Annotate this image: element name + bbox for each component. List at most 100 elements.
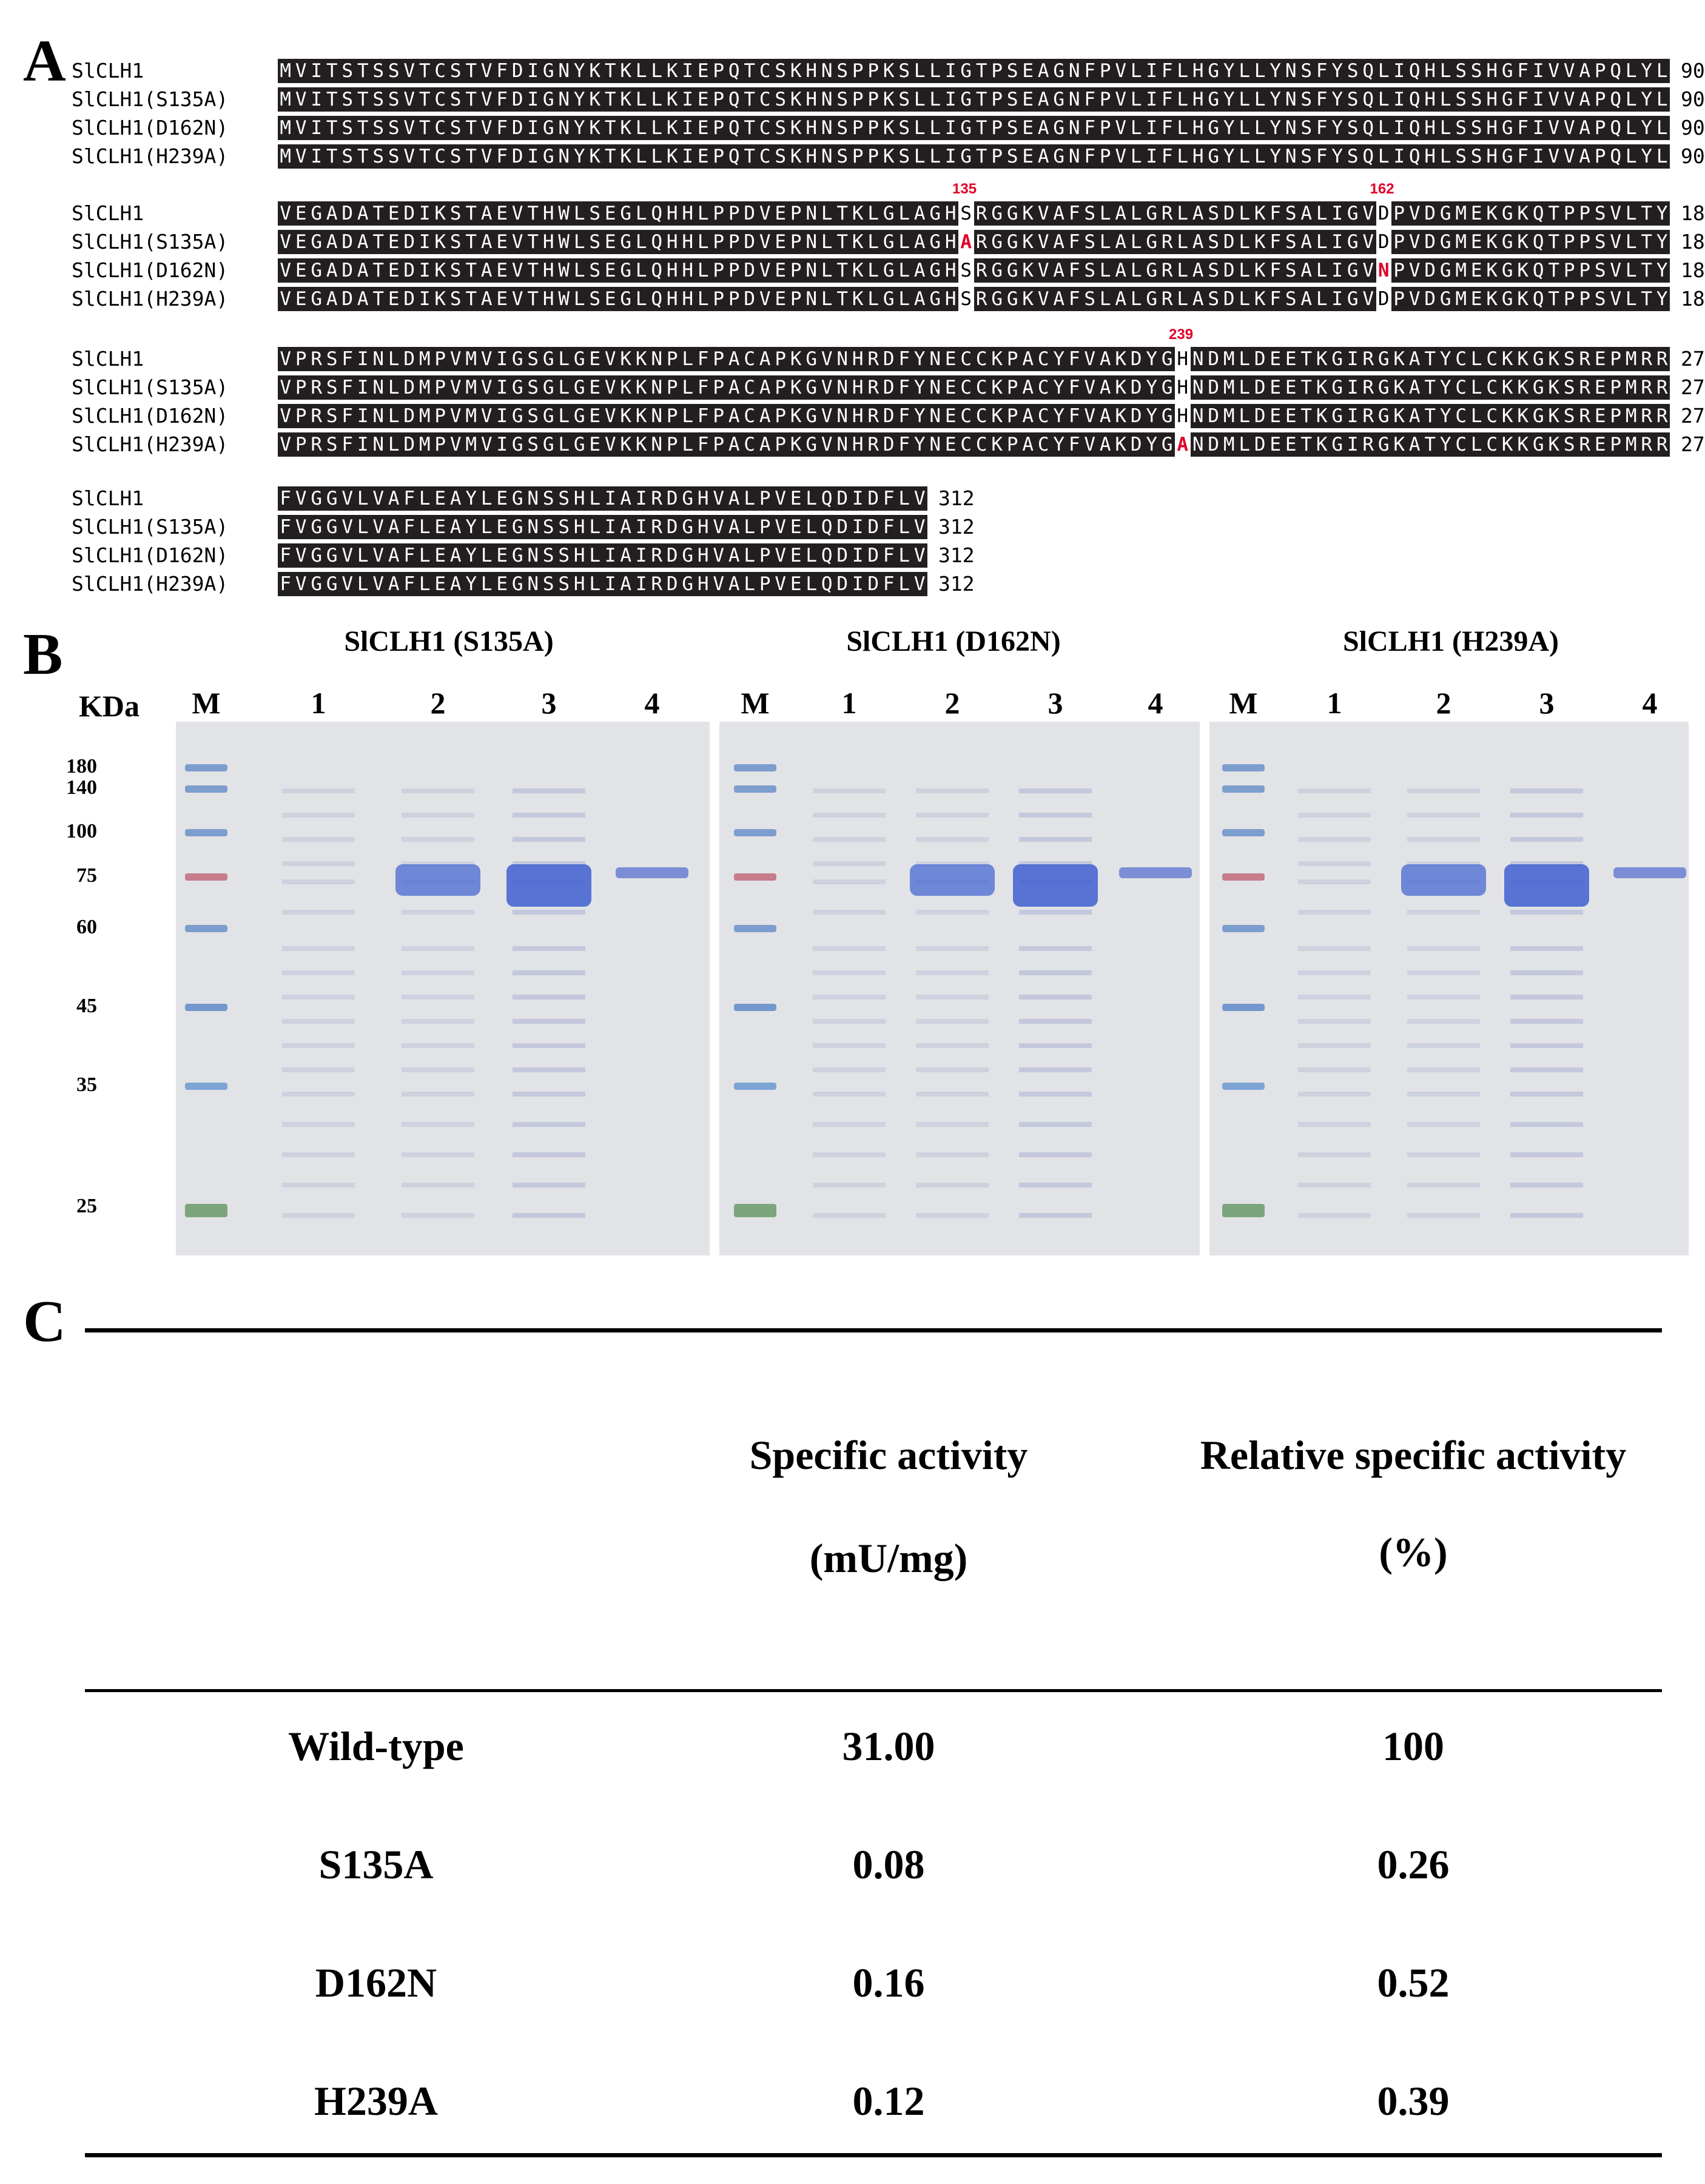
marker-band xyxy=(185,873,227,881)
protein-band xyxy=(513,1043,585,1048)
purified-band xyxy=(1613,867,1686,878)
protein-band xyxy=(1407,813,1480,818)
protein-band xyxy=(1019,1092,1092,1097)
protein-band xyxy=(513,1019,585,1024)
protein-band xyxy=(1298,946,1371,951)
protein-band xyxy=(402,946,474,951)
header-specific-activity-unit: (mU/mg) xyxy=(809,1535,968,1581)
protein-band xyxy=(1298,910,1371,915)
lane-label: 3 xyxy=(1048,686,1063,720)
mutation-site-label: 135 xyxy=(952,181,977,197)
protein-band xyxy=(916,813,989,818)
protein-band xyxy=(1019,1043,1092,1048)
alignment-row: SlCLH1(H239A) V P R S F I N L D M P V M V I G S G L G E V K K N P L… xyxy=(0,431,1705,458)
marker-band xyxy=(185,1083,227,1090)
protein-band xyxy=(513,1183,585,1188)
protein-band xyxy=(1407,1213,1480,1218)
protein-band xyxy=(916,1122,989,1127)
protein-band xyxy=(1407,1019,1480,1024)
marker-size-label: 180 xyxy=(66,755,97,778)
protein-band xyxy=(1019,837,1092,842)
purified-band xyxy=(1119,867,1192,878)
sequence-name: SlCLH1(S135A) xyxy=(72,87,229,111)
alignment-row: SlCLH1(D162N) V E G A D A T E D I K S T A E V T H W L S E G L Q H H… xyxy=(0,257,1705,284)
alignment-row: SlCLH1 V P R S F I N L D M P V M V I G S G L G E V K K N P L F P A C A P K… xyxy=(0,346,1705,372)
purified-band xyxy=(616,867,688,878)
sequence-end-position: 312 xyxy=(938,543,975,567)
alignment-row: SlCLH1(S135A) V P R S F I N L D M P V M V I G S G L G E V K K N P L… xyxy=(0,374,1705,401)
protein-band xyxy=(282,970,355,975)
protein-band xyxy=(1019,1183,1092,1188)
protein-band xyxy=(1019,910,1092,915)
protein-band xyxy=(1407,788,1480,793)
protein-band xyxy=(813,788,886,793)
alignment-row: SlCLH1 F V G G V L V A F L E A Y L E G N S S H L I A I R D G H V A L P V E… xyxy=(0,485,1705,512)
protein-band xyxy=(813,1092,886,1097)
sequence-end-position: 180 xyxy=(1681,230,1705,254)
relative-activity-value: 0.26 xyxy=(1377,1841,1450,1887)
marker-band xyxy=(1222,1204,1265,1217)
relative-activity-value: 0.52 xyxy=(1377,1960,1450,2006)
alignment-row: SlCLH1(D162N) F V G G V L V A F L E A Y L E G N S S H L I A I R D G… xyxy=(0,542,1705,569)
relative-activity-value: 0.39 xyxy=(1377,2078,1450,2124)
protein-band xyxy=(1510,837,1583,842)
protein-band xyxy=(813,1213,886,1218)
lane-label: 3 xyxy=(541,686,557,720)
header-relative-activity-unit: (%) xyxy=(1379,1529,1448,1575)
protein-band xyxy=(402,910,474,915)
mutation-site-label: 162 xyxy=(1370,181,1394,197)
protein-band xyxy=(282,910,355,915)
protein-band xyxy=(402,1043,474,1048)
protein-band xyxy=(282,788,355,793)
overexpressed-band xyxy=(1013,864,1098,907)
protein-band xyxy=(1019,995,1092,1000)
protein-band xyxy=(402,1213,474,1218)
protein-band xyxy=(282,946,355,951)
protein-band xyxy=(813,910,886,915)
protein-band xyxy=(1019,1213,1092,1218)
sequence-name: SlCLH1(H239A) xyxy=(72,572,229,596)
lane-label: M xyxy=(1229,686,1258,720)
sequence-name: SlCLH1(S135A) xyxy=(72,515,229,539)
marker-band xyxy=(185,829,227,836)
gel-title: SlCLH1 (D162N) xyxy=(846,625,1061,657)
lane-label: 1 xyxy=(311,686,326,720)
alignment-row: SlCLH1 M V I T S T S S V T C S T V F D I G N Y K T K L L K I E P Q T C S K… xyxy=(0,58,1705,84)
protein-band xyxy=(402,970,474,975)
sequence-end-position: 312 xyxy=(938,515,975,539)
protein-band xyxy=(513,1067,585,1072)
protein-band xyxy=(1298,1019,1371,1024)
marker-band xyxy=(734,764,776,771)
sequence-end-position: 270 xyxy=(1681,432,1705,456)
lane-label: 3 xyxy=(1539,686,1555,720)
panel-label-b: B xyxy=(23,622,63,687)
protein-band xyxy=(1298,861,1371,866)
marker-size-label: 35 xyxy=(76,1074,97,1096)
gel-image xyxy=(719,722,1200,1255)
protein-band xyxy=(1510,813,1583,818)
marker-band xyxy=(734,829,776,836)
protein-band xyxy=(513,813,585,818)
lane-label: 2 xyxy=(944,686,960,720)
protein-band xyxy=(1298,995,1371,1000)
marker-band xyxy=(734,785,776,793)
protein-band xyxy=(813,946,886,951)
sequence-name: SlCLH1(H239A) xyxy=(72,144,229,168)
specific-activity-value: 0.08 xyxy=(852,1841,925,1887)
protein-band xyxy=(1298,1043,1371,1048)
sequence-end-position: 180 xyxy=(1681,258,1705,282)
marker-band xyxy=(734,1083,776,1090)
alignment-row: SlCLH1(D162N) M V I T S T S S V T C S T V F D I G N Y K T K L L K I… xyxy=(0,115,1705,141)
sequence-name: SlCLH1(H239A) xyxy=(72,287,229,311)
protein-band xyxy=(1019,946,1092,951)
protein-band xyxy=(1510,1183,1583,1188)
protein-band xyxy=(1298,837,1371,842)
marker-band xyxy=(185,1204,227,1217)
